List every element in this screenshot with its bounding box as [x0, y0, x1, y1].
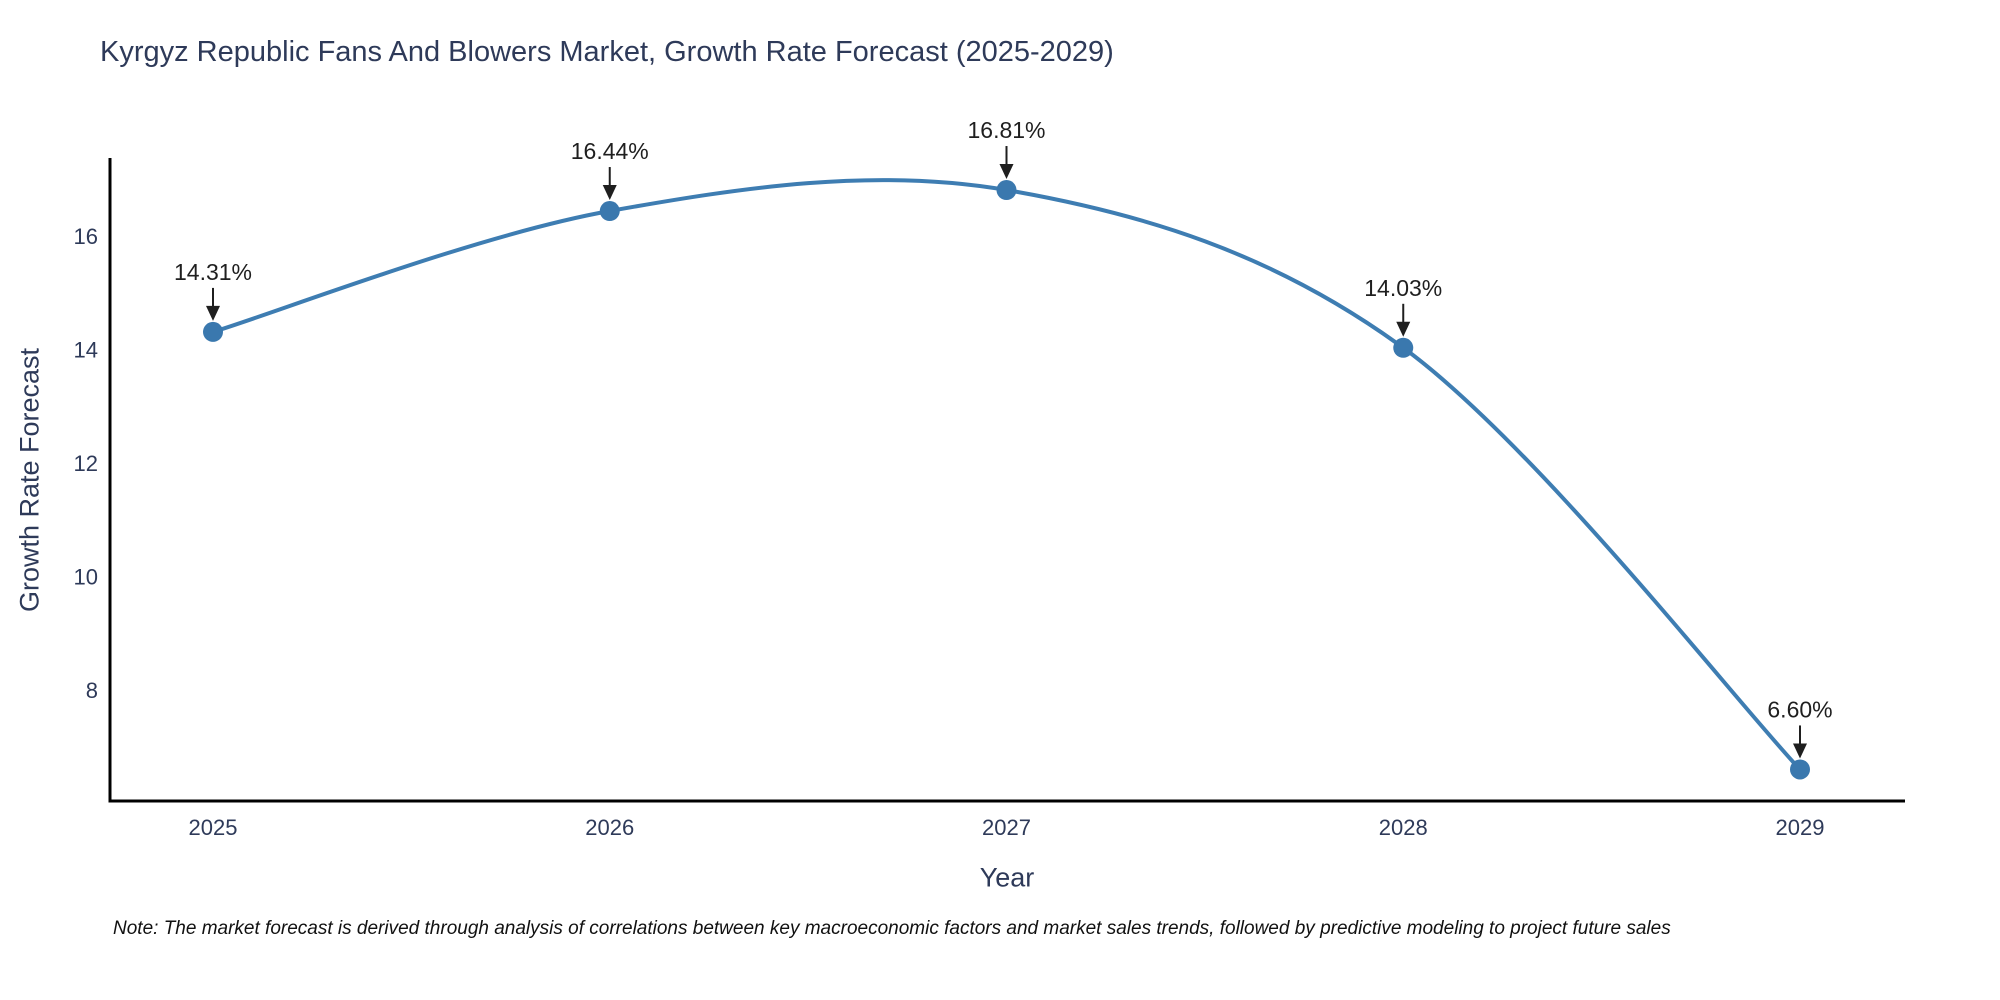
footnote: Note: The market forecast is derived thr…	[113, 918, 1671, 939]
annotation-arrowhead-icon	[999, 164, 1014, 180]
x-tick-label: 2026	[585, 815, 634, 840]
annotation-arrowhead-icon	[602, 185, 617, 201]
y-tick-label: 16	[74, 224, 98, 249]
x-tick-label: 2027	[982, 815, 1031, 840]
annotation-arrowhead-icon	[1793, 743, 1807, 759]
point-label: 14.03%	[1364, 275, 1442, 301]
chart-title: Kyrgyz Republic Fans And Blowers Market,…	[100, 36, 1114, 68]
point-label: 16.81%	[967, 117, 1045, 143]
forecast-line	[211, 178, 1802, 772]
y-tick-label: 14	[74, 338, 98, 363]
y-tick-label: 8	[86, 678, 98, 703]
y-tick-label: 12	[74, 451, 98, 476]
point-label: 6.60%	[1767, 696, 1832, 722]
data-point-marker	[1790, 759, 1810, 780]
y-tick-label: 10	[74, 565, 98, 590]
x-axis-title: Year	[979, 862, 1035, 893]
x-tick-label: 2029	[1776, 815, 1825, 840]
point-label: 16.44%	[571, 138, 649, 164]
data-point-marker	[1393, 337, 1414, 358]
data-point-marker	[203, 321, 223, 342]
x-tick-label: 2025	[189, 815, 238, 840]
data-point-marker	[599, 201, 620, 222]
annotation-arrowhead-icon	[1396, 321, 1411, 337]
data-point-marker	[996, 180, 1017, 201]
point-label: 14.31%	[174, 259, 252, 285]
x-tick-label: 2028	[1379, 815, 1428, 840]
annotation-arrowhead-icon	[206, 305, 220, 321]
